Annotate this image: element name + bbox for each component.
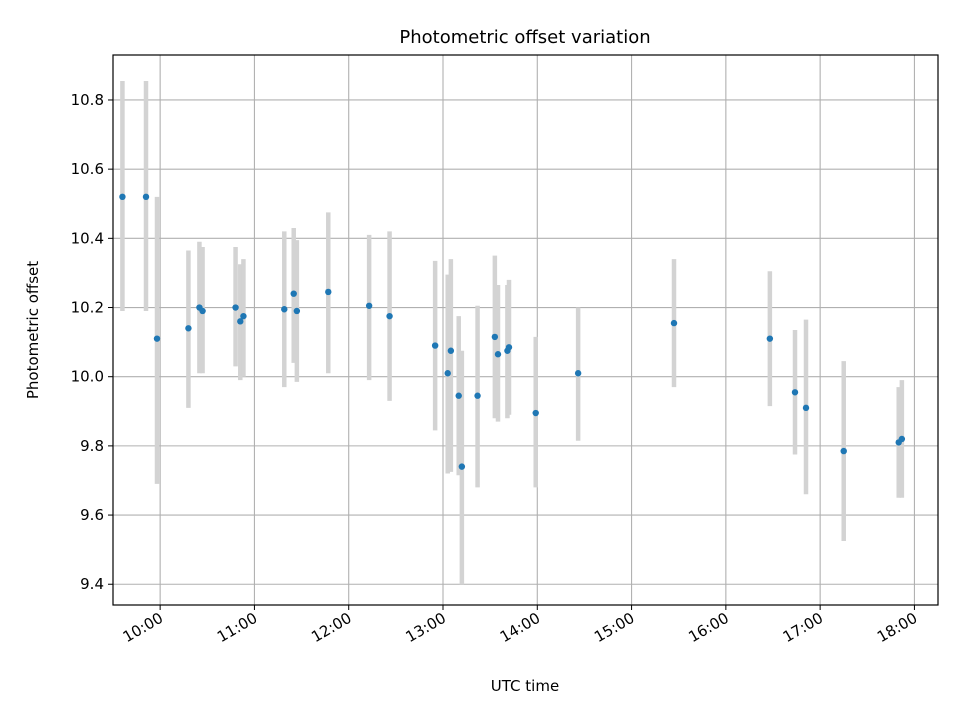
data-point [240, 312, 247, 320]
data-point [142, 193, 150, 201]
data-point [281, 306, 288, 313]
data-point [199, 307, 206, 315]
data-point [670, 319, 678, 327]
data-point [505, 344, 513, 351]
data-point [444, 370, 451, 377]
y-tick-label: 10.6 [71, 160, 104, 178]
y-tick-label: 10.0 [71, 368, 104, 386]
data-point [494, 351, 502, 358]
data-point [153, 335, 161, 342]
data-point [474, 392, 481, 399]
y-tick-label: 10.2 [71, 299, 104, 317]
data-point [491, 333, 499, 341]
data-point [802, 404, 810, 412]
data-points [119, 193, 906, 470]
data-point [455, 392, 462, 399]
data-point [431, 342, 439, 349]
data-point [840, 447, 847, 455]
data-point [532, 409, 539, 417]
data-point [365, 302, 373, 309]
grid [113, 55, 938, 605]
data-point [325, 288, 332, 296]
y-axis-label: Photometric offset [24, 261, 42, 399]
chart-title: Photometric offset variation [399, 27, 650, 48]
y-axis-ticks: 9.4 9.6 9.8 10.0 10.2 10.4 10.6 10.8 [71, 91, 113, 593]
data-point [458, 463, 466, 470]
data-point [574, 370, 582, 377]
data-point [119, 193, 126, 201]
data-point [447, 347, 455, 354]
data-point [386, 312, 393, 320]
y-tick-label: 10.8 [71, 91, 104, 109]
y-tick-label: 9.8 [80, 437, 104, 455]
data-point [237, 318, 244, 325]
data-point [791, 389, 799, 396]
x-axis-label: UTC time [491, 677, 559, 695]
data-point [293, 307, 301, 315]
plot-area-frame [112, 54, 939, 606]
data-point [766, 335, 774, 342]
data-point [290, 290, 297, 297]
y-tick-label: 9.4 [80, 575, 104, 593]
data-point [185, 325, 192, 332]
y-tick-label: 10.4 [71, 229, 104, 247]
data-point [898, 435, 906, 443]
data-point [232, 304, 239, 311]
y-tick-label: 9.6 [80, 506, 104, 524]
